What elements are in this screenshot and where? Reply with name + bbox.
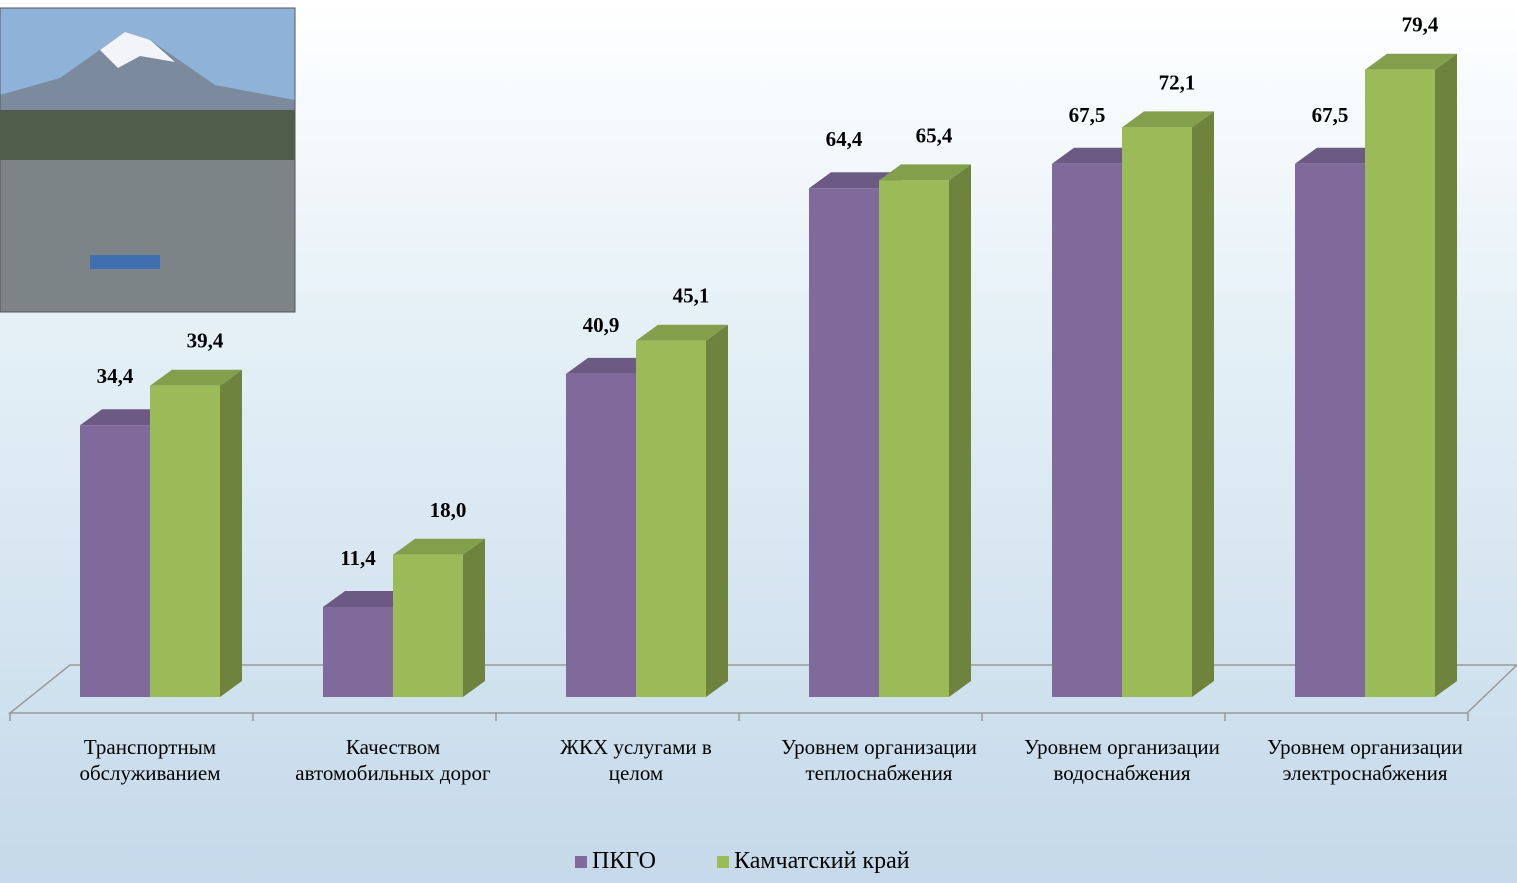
bar-side [1192,111,1214,697]
legend-item: Камчатский край [717,848,910,875]
bar-top [566,357,658,374]
value-label: 18,0 [430,498,467,522]
bar-top [636,324,728,341]
bar-side [1435,53,1457,698]
floor [7,664,1517,714]
bar-top [393,538,485,555]
bar-front [566,373,636,697]
category-label: Качеством автомобильных дорог [295,735,491,785]
value-label: 67,5 [1069,103,1106,127]
bar [393,538,485,697]
bar-top [150,369,242,386]
bar-front [393,554,463,697]
value-label: 34,4 [97,364,134,388]
value-label: 64,4 [826,127,863,151]
bar-front [1295,163,1365,697]
bar-front [1052,163,1122,697]
bar-front [1365,69,1435,698]
category-label: Уровнем организации водоснабжения [1024,735,1220,785]
bar-top [1052,147,1144,164]
value-label: 40,9 [583,313,620,337]
bar-front [80,425,150,697]
bar-front [809,188,879,698]
bar-side [463,538,485,697]
photo [0,7,296,313]
bar-front [323,606,393,697]
value-label: 65,4 [916,123,953,147]
bar-side [220,369,242,697]
bar-front [1122,127,1192,697]
category-label: Транспортным обслуживанием [79,735,221,785]
bar [150,369,242,697]
legend-swatch [575,856,587,868]
bar [1365,53,1457,698]
bar-top [80,409,172,426]
bar-front [150,385,220,697]
value-label: 45,1 [673,284,710,308]
bar-top [1295,147,1387,164]
category-label: Уровнем организации теплоснабжения [781,735,977,785]
bar-side [949,164,971,698]
value-label: 72,1 [1159,70,1196,94]
legend-label: Камчатский край [734,848,910,874]
bar [879,164,971,698]
bar-front [636,340,706,697]
category-label: Уровнем организации электроснабжения [1267,735,1463,785]
bar-front [879,180,949,698]
bar-top [879,164,971,181]
value-label: 67,5 [1312,103,1349,127]
bar-top [1122,111,1214,128]
legend-item: ПКГО [575,848,656,875]
floor-ticks [9,713,1469,721]
legend-label: ПКГО [592,848,656,874]
bar-top [1365,53,1457,70]
bar-side [706,324,728,697]
value-label: 11,4 [340,546,376,570]
value-label: 79,4 [1402,13,1439,37]
bar-top [323,590,415,607]
bars: 34,4 39,4 11,4 18,0 40,9 45,1 64,4 65,4 67,5 72,1… [80,13,1457,698]
bar [1122,111,1214,697]
category-label: ЖКХ услугами в целом [560,735,712,785]
value-label: 39,4 [187,329,224,353]
bar-top [809,172,901,189]
legend-swatch [717,856,729,868]
bar [636,324,728,697]
